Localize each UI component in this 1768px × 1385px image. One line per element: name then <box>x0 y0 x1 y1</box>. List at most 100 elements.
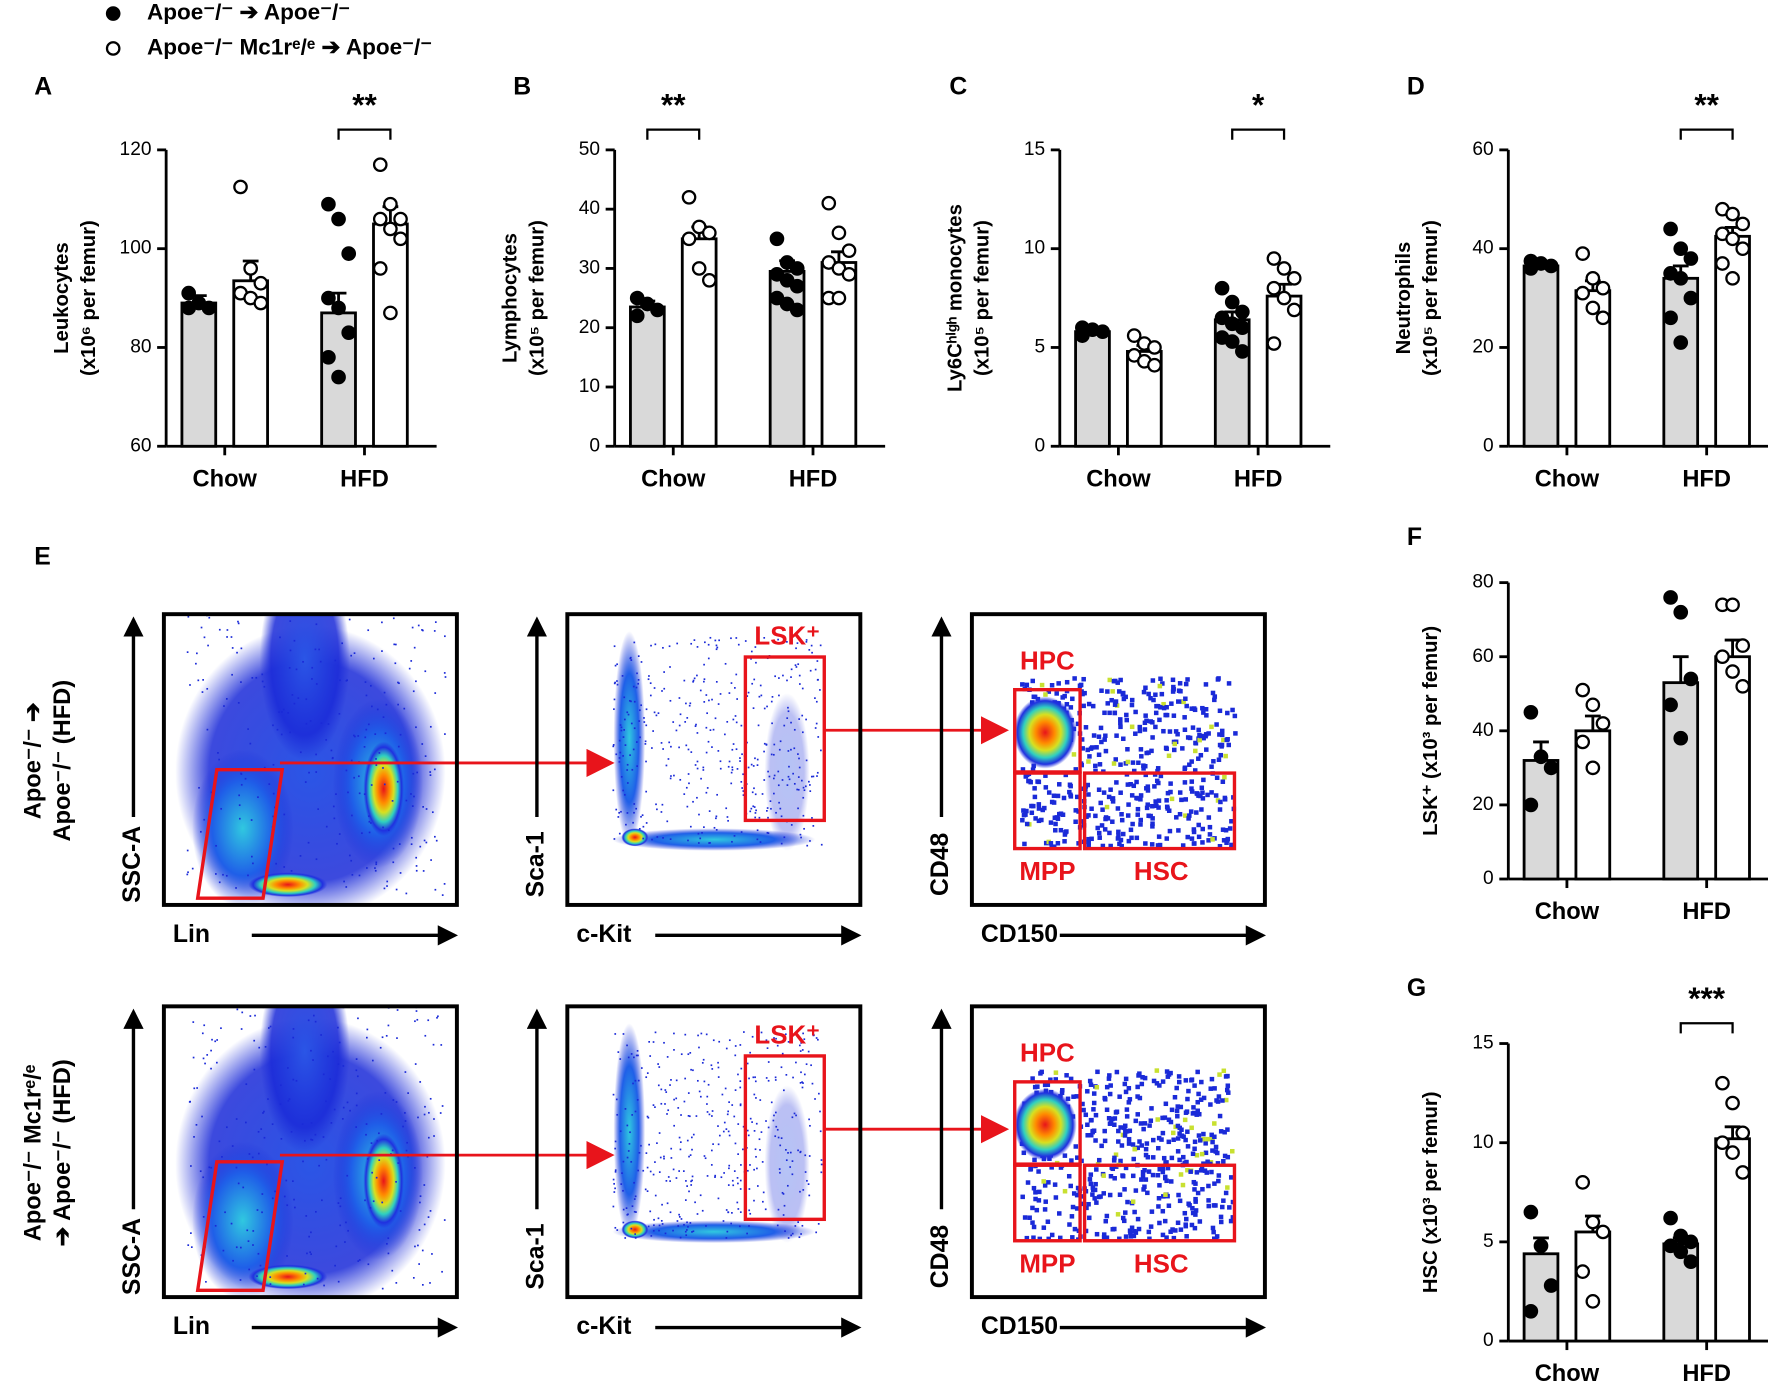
cell-dot <box>1074 1094 1079 1099</box>
cell-dot <box>749 810 752 813</box>
cell-dot <box>304 1272 307 1275</box>
cell-dot <box>656 836 659 838</box>
cell-dot <box>1053 1195 1059 1200</box>
cell-dot <box>711 1110 714 1112</box>
cell-dot <box>387 1237 390 1240</box>
cell-dot <box>1089 1132 1094 1138</box>
cell-dot <box>706 1095 709 1098</box>
cell-dot <box>427 1216 430 1218</box>
cell-dot <box>730 771 733 774</box>
cell-dot <box>1084 1205 1089 1211</box>
cell-dot <box>752 1076 755 1079</box>
cell-dot <box>803 827 805 830</box>
cell-dot <box>1129 793 1135 798</box>
cell-dot <box>1020 767 1026 772</box>
cell-dot <box>1156 798 1162 803</box>
cell-dot <box>676 642 679 645</box>
cell-dot <box>645 708 648 711</box>
significance-bracket <box>1231 128 1286 140</box>
cell-dot <box>428 1111 430 1114</box>
cell-dot <box>1155 766 1161 771</box>
cell-dot <box>819 644 822 647</box>
cell-dot <box>709 729 712 731</box>
cell-dot <box>687 1115 690 1117</box>
cell-dot <box>1075 1185 1081 1191</box>
data-point <box>1224 294 1240 310</box>
cell-dot <box>627 1213 629 1216</box>
cell-dot <box>1049 1232 1055 1238</box>
data-point <box>1523 704 1539 720</box>
cell-dot <box>240 772 242 775</box>
cell-dot <box>1117 841 1122 847</box>
cell-dot <box>797 1149 799 1152</box>
data-point <box>1075 328 1090 343</box>
cell-dot <box>1208 1086 1213 1091</box>
y-axis-label: (x10⁶ per femur) <box>78 220 100 376</box>
cell-dot <box>808 780 810 783</box>
cell-dot <box>755 661 757 664</box>
cell-dot <box>1069 1158 1074 1163</box>
cell-dot <box>672 1168 675 1171</box>
cell-dot <box>626 711 629 714</box>
cell-dot <box>711 698 713 701</box>
cell-dot <box>1108 1173 1114 1179</box>
cell-dot <box>1225 1127 1230 1132</box>
cell-dot <box>776 1044 779 1047</box>
gate <box>1082 771 1237 851</box>
cell-dot <box>815 1037 818 1039</box>
cell-dot <box>325 825 328 828</box>
cell-dot <box>728 692 731 694</box>
cell-dot <box>261 1211 263 1214</box>
cell-dot <box>1182 1117 1188 1123</box>
cell-dot <box>431 1253 433 1255</box>
cell-dot <box>1195 1190 1201 1196</box>
cell-dot <box>774 675 776 678</box>
cell-dot <box>1182 780 1188 785</box>
cell-dot <box>739 1103 742 1106</box>
cell-dot <box>775 1037 777 1040</box>
cell-dot <box>267 1098 269 1100</box>
cell-dot <box>1092 1196 1097 1201</box>
y-tick-label: 5 <box>1034 337 1045 358</box>
cell-dot <box>817 1223 820 1225</box>
cell-dot <box>765 1077 768 1079</box>
gate-label: HPC <box>1020 1040 1075 1068</box>
cell-dot <box>1210 1139 1215 1145</box>
cell-dot <box>1206 1198 1211 1203</box>
cell-dot <box>714 1174 717 1177</box>
cell-dot <box>649 682 652 685</box>
cell-dot <box>314 1020 317 1023</box>
cell-dot <box>753 1168 755 1171</box>
cell-dot <box>1157 1166 1162 1172</box>
cell-dot <box>633 727 636 730</box>
cell-dot <box>1173 1228 1178 1233</box>
significance-bracket <box>1679 1022 1734 1034</box>
cell-dot <box>302 1283 305 1286</box>
cell-dot <box>660 1088 663 1091</box>
cell-dot <box>365 1123 368 1125</box>
cell-dot <box>781 1191 784 1194</box>
cell-dot <box>187 871 189 874</box>
cell-dot <box>370 784 373 786</box>
cell-dot <box>1145 1154 1151 1160</box>
cell-dot <box>1203 706 1209 712</box>
cell-dot <box>1200 796 1206 801</box>
cell-dot <box>336 842 338 845</box>
cell-dot <box>1150 720 1155 725</box>
cell-dot <box>1075 721 1081 727</box>
cell-dot <box>715 817 717 820</box>
cell-dot <box>787 775 790 778</box>
cell-dot <box>433 768 436 771</box>
cell-dot <box>1031 1235 1036 1240</box>
cell-dot <box>356 1075 359 1078</box>
cell-dot <box>274 1190 276 1193</box>
cell-dot <box>231 673 233 676</box>
cell-dot <box>263 1110 265 1113</box>
cell-dot <box>1183 681 1189 687</box>
cell-dot <box>778 677 780 679</box>
cell-dot <box>635 807 638 810</box>
cell-dot <box>756 764 759 766</box>
cell-dot <box>410 843 413 846</box>
cell-dot <box>339 679 341 682</box>
cell-dot <box>1138 747 1144 752</box>
